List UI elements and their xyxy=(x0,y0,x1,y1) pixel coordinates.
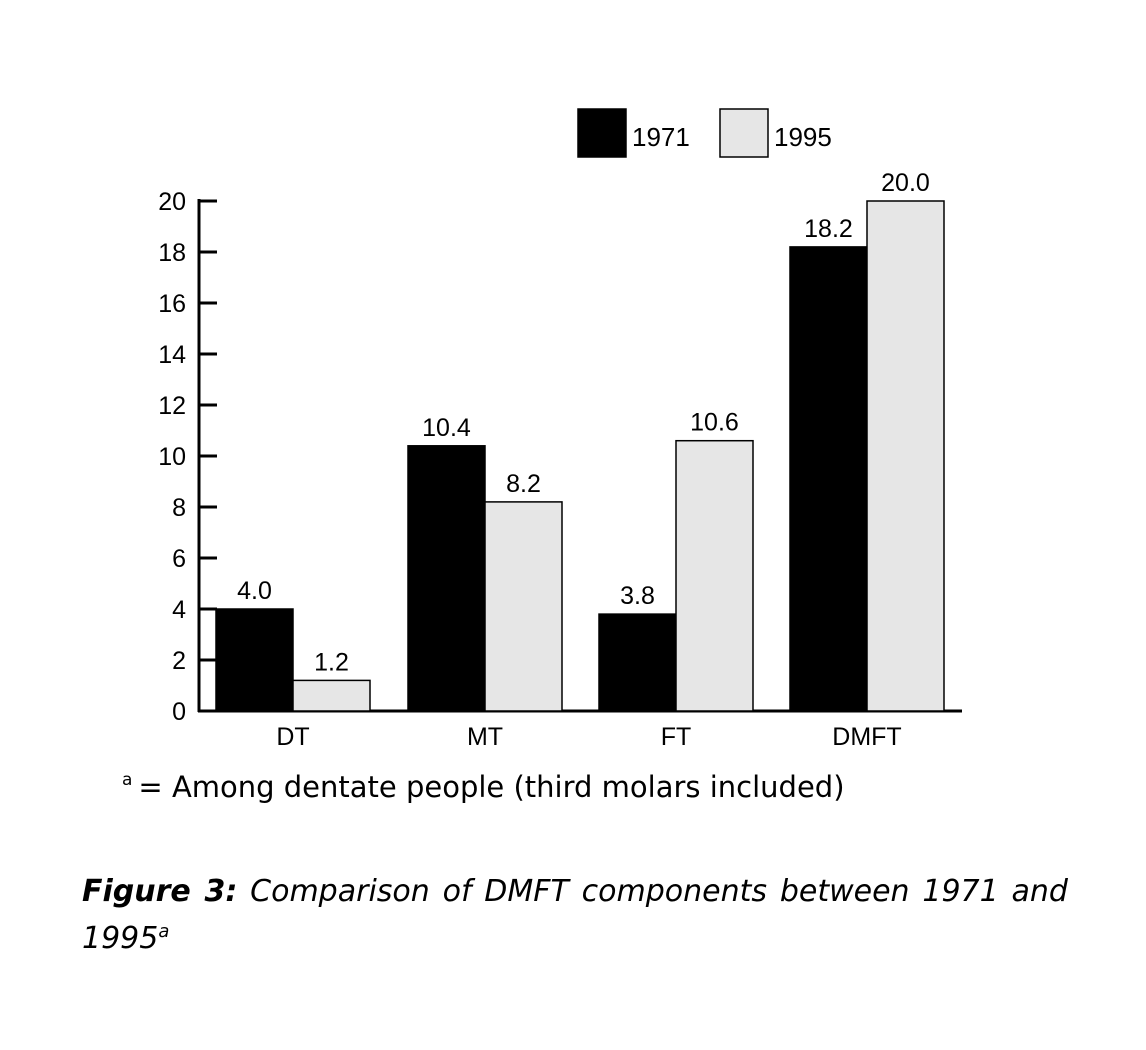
y-tick-label: 2 xyxy=(172,647,186,675)
legend-label-1971: 1971 xyxy=(632,122,690,152)
y-tick-label: 16 xyxy=(158,290,186,318)
caption-text: Comparison of DMFT components between 19… xyxy=(82,874,1068,956)
bar-chart: 0 2 4 6 8 10 12 14 16 18 20 4.0 1.2 DT 10.4 8.2 MT 3.8 10.… xyxy=(158,108,962,751)
bar-1995-MT xyxy=(484,501,563,712)
y-tick-label: 6 xyxy=(172,545,186,573)
value-label: 3.8 xyxy=(620,582,655,610)
footnote: a = Among dentate people (third molars in… xyxy=(122,770,845,804)
legend-swatch-1971 xyxy=(577,108,627,158)
y-tick-label: 8 xyxy=(172,494,186,522)
y-tick-label: 20 xyxy=(158,188,186,216)
value-label: 1.2 xyxy=(314,648,349,676)
value-label: 4.0 xyxy=(237,577,272,605)
bar-1971-MT xyxy=(407,445,486,712)
x-category-label: DT xyxy=(276,723,309,751)
value-label: 10.6 xyxy=(690,409,739,437)
value-label: 18.2 xyxy=(804,215,853,243)
bar-1971-FT xyxy=(598,613,677,712)
y-tick-label: 0 xyxy=(172,698,186,726)
value-label: 10.4 xyxy=(422,414,471,442)
bar-1995-DT xyxy=(292,679,371,712)
bar-1995-DMFT xyxy=(866,200,945,712)
x-category-label: MT xyxy=(467,723,503,751)
footnote-text: = Among dentate people (third molars inc… xyxy=(138,770,845,804)
value-label: 8.2 xyxy=(506,470,541,498)
y-tick-label: 10 xyxy=(158,443,186,471)
y-tick-label: 12 xyxy=(158,392,186,420)
legend-label-1995: 1995 xyxy=(774,122,832,152)
value-label: 20.0 xyxy=(881,169,930,197)
x-category-label: DMFT xyxy=(832,723,901,751)
x-category-label: FT xyxy=(661,723,692,751)
y-tick-label: 18 xyxy=(158,239,186,267)
bar-1971-DMFT xyxy=(789,246,868,712)
y-tick-label: 14 xyxy=(158,341,186,369)
bar-1995-FT xyxy=(675,439,754,712)
bar-1971-DT xyxy=(215,608,294,712)
legend-swatch-1995 xyxy=(719,108,769,158)
caption-label: Figure 3: xyxy=(82,874,238,909)
caption-marker: a xyxy=(158,921,170,942)
figure-caption: Figure 3: Comparison of DMFT components … xyxy=(82,872,1068,959)
chart-container: 0 2 4 6 8 10 12 14 16 18 20 4.0 1.2 DT 10.4 8.2 MT 3.8 10.… xyxy=(158,108,962,751)
footnote-marker: a xyxy=(122,770,133,790)
y-tick-label: 4 xyxy=(172,596,186,624)
